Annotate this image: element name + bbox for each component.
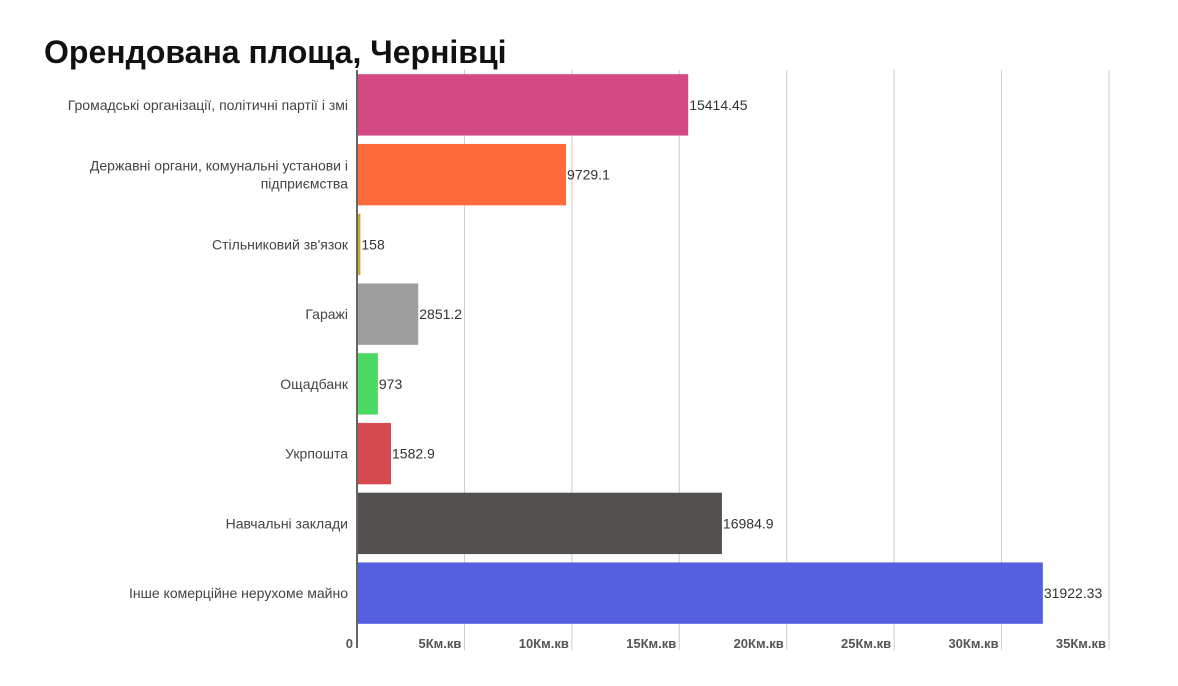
- bar: [358, 143, 567, 206]
- bar-value-label: 158: [361, 236, 385, 252]
- x-tick-label: 5Км.кв: [419, 636, 462, 651]
- bar: [358, 353, 378, 415]
- bar: [358, 562, 1043, 624]
- x-tick-label: 25Км.кв: [841, 636, 891, 651]
- bar: [358, 283, 419, 345]
- category-label: Стільниковий зв'язок: [212, 236, 349, 252]
- bar-value-label: 31922.33: [1044, 585, 1103, 601]
- bar: [358, 213, 361, 276]
- category-label: Державні органи, комунальні установи і пі…: [90, 158, 348, 192]
- x-tick-label: 15Км.кв: [626, 636, 676, 651]
- bar-value-label: 9729.1: [567, 167, 610, 183]
- bar: [358, 74, 689, 136]
- x-tick-label: 10Км.кв: [519, 636, 569, 651]
- category-label: Укрпошта: [285, 446, 348, 462]
- x-tick-label: 20Км.кв: [734, 636, 784, 651]
- bar-value-label: 2851.2: [419, 306, 462, 322]
- category-label: Інше комерційне нерухоме майно: [129, 585, 348, 601]
- category-label: Ощадбанк: [280, 376, 349, 392]
- bar: [358, 492, 722, 555]
- bar: [358, 422, 392, 485]
- bar-value-label: 15414.45: [689, 97, 748, 113]
- x-tick-label: 0: [346, 636, 353, 651]
- labels: 0 5Км.кв 10Км.кв 15Км.кв 20Км.кв 25Км.кв 30Км.…: [68, 97, 1106, 651]
- bars: [358, 74, 1043, 624]
- x-tick-label: 30Км.кв: [948, 636, 998, 651]
- x-tick-label: 35Км.кв: [1056, 636, 1106, 651]
- category-label: Навчальні заклади: [226, 515, 348, 531]
- category-label: Гаражі: [305, 306, 348, 322]
- category-label: Громадські організації, політичні партії…: [68, 97, 348, 113]
- bar-value-label: 1582.9: [392, 446, 435, 462]
- bar-value-label: 16984.9: [723, 515, 774, 531]
- bar-value-label: 973: [379, 376, 403, 392]
- chart-title: Орендована площа, Чернівці: [44, 34, 507, 70]
